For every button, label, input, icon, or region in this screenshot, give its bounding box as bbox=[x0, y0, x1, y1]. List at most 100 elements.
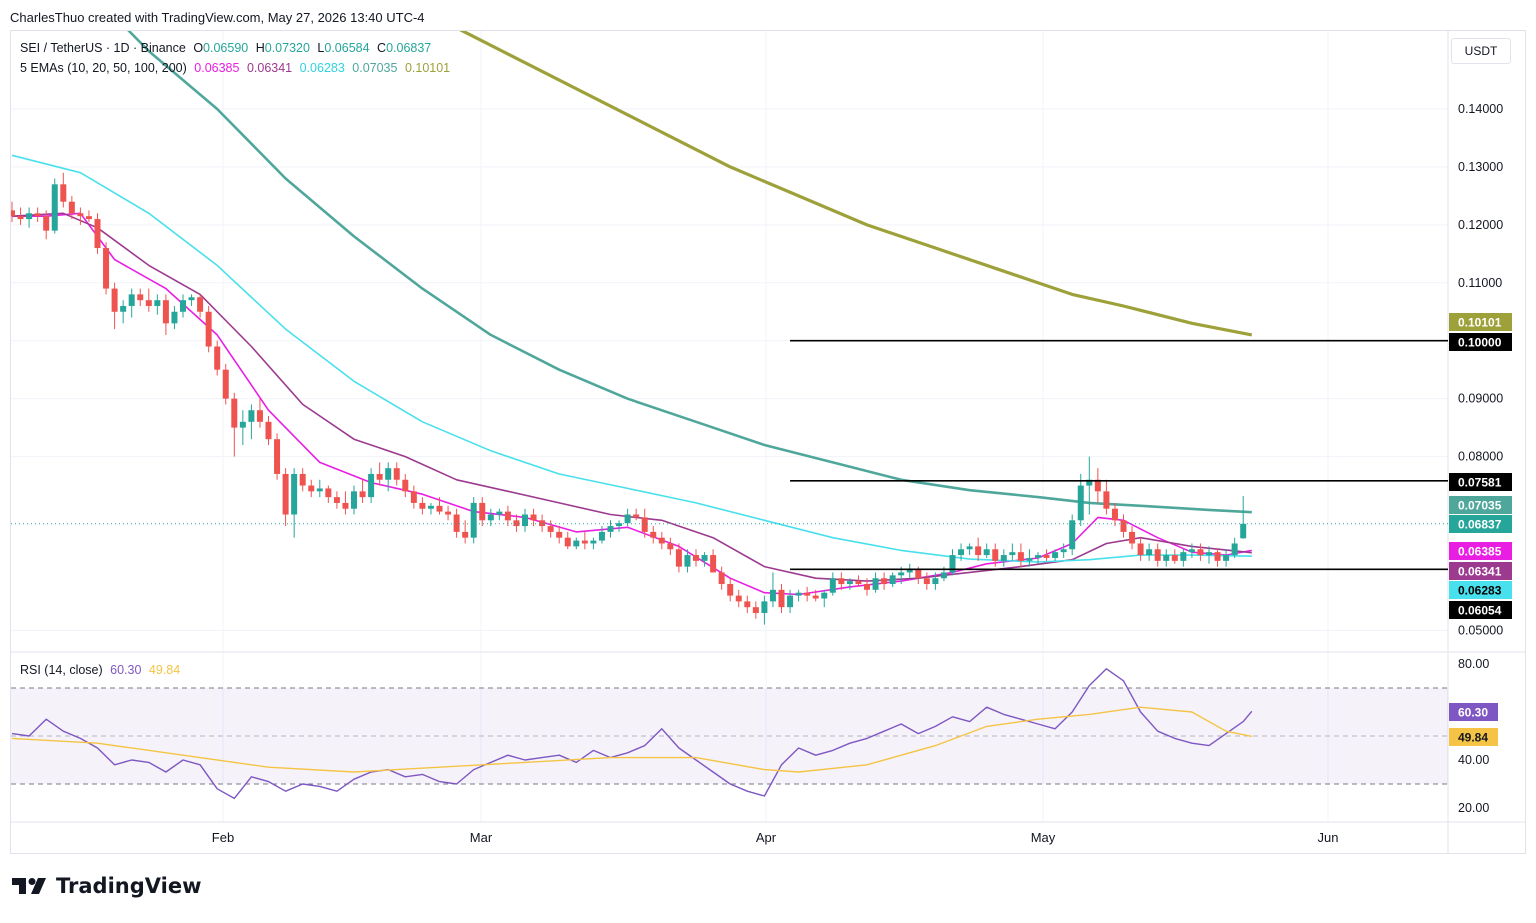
candle-up bbox=[684, 555, 691, 567]
candle-down bbox=[804, 592, 811, 596]
candle-down bbox=[17, 216, 24, 220]
candle-down bbox=[923, 578, 930, 585]
candle-down bbox=[85, 216, 92, 220]
candle-up bbox=[624, 514, 631, 524]
candle-down bbox=[34, 213, 41, 217]
candle-up bbox=[1069, 520, 1076, 550]
price-axis-label: 0.06283 bbox=[1458, 584, 1502, 598]
candle-down bbox=[214, 346, 221, 370]
candle-down bbox=[1137, 543, 1144, 556]
candle-up bbox=[616, 523, 623, 527]
ema50-line bbox=[11, 154, 1252, 563]
candle-down bbox=[436, 505, 443, 512]
candle-down bbox=[94, 219, 101, 249]
rsi-ma-value: 49.84 bbox=[148, 663, 181, 677]
candle-down bbox=[778, 589, 785, 608]
candle-up bbox=[932, 578, 939, 585]
ohlc-high: 0.07320 bbox=[264, 41, 310, 55]
candle-up bbox=[1035, 555, 1041, 558]
symbol-title[interactable]: SEI / TetherUS · 1D · Binance bbox=[20, 41, 186, 55]
candle-up bbox=[1026, 557, 1033, 561]
ema10-line bbox=[12, 212, 1252, 596]
symbol-legend: SEI / TetherUS · 1D · Binance O0.06590 H… bbox=[20, 41, 435, 55]
candle-down bbox=[462, 531, 469, 538]
candle-up bbox=[316, 488, 323, 492]
candle-down bbox=[1171, 555, 1178, 561]
candle-down bbox=[752, 607, 759, 613]
candle-down bbox=[162, 300, 169, 324]
candle-up bbox=[598, 531, 605, 541]
rsi-band-fill bbox=[11, 688, 1448, 784]
rsi-axis-label: 49.84 bbox=[1458, 731, 1488, 745]
candle-up bbox=[1163, 555, 1170, 561]
candle-up bbox=[761, 601, 768, 613]
candle-up bbox=[940, 572, 947, 579]
candle-down bbox=[539, 520, 546, 527]
candle-down bbox=[11, 210, 15, 217]
candle-down bbox=[333, 497, 340, 503]
candle-up bbox=[291, 473, 298, 515]
candle-up bbox=[769, 589, 776, 602]
candle-down bbox=[1094, 479, 1101, 492]
candle-down bbox=[547, 526, 554, 532]
price-axis-label-bg bbox=[1449, 313, 1512, 331]
candle-up bbox=[1206, 552, 1212, 556]
candle-up bbox=[1223, 555, 1230, 561]
ohlc-h-label: H bbox=[255, 41, 265, 55]
price-axis-label: 0.10101 bbox=[1458, 316, 1502, 330]
candle-down bbox=[60, 184, 67, 202]
candle-up bbox=[180, 300, 186, 312]
price-axis-label: 0.06054 bbox=[1458, 604, 1502, 618]
rsi-pane bbox=[11, 668, 1253, 800]
ema20-value: 0.06341 bbox=[246, 61, 293, 75]
candle-down bbox=[1197, 549, 1204, 556]
rsi-tick-label: 20.00 bbox=[1458, 801, 1489, 815]
candle-down bbox=[710, 555, 717, 573]
candle-down bbox=[693, 555, 699, 561]
candle-down bbox=[453, 514, 460, 532]
price-tick-label: 0.09000 bbox=[1458, 392, 1503, 406]
tradingview-wordmark: TradingView bbox=[56, 874, 202, 898]
tradingview-logo[interactable]: TradingView bbox=[12, 874, 201, 898]
price-axis-label-bg bbox=[1449, 473, 1512, 491]
ohlc-close: 0.06837 bbox=[386, 41, 432, 55]
candle-up bbox=[188, 297, 195, 301]
price-axis-label-bg bbox=[1449, 581, 1512, 599]
candle-down bbox=[359, 491, 366, 498]
candle-up bbox=[821, 592, 828, 599]
ohlc-o-label: O bbox=[193, 41, 204, 55]
ema200-value: 0.10101 bbox=[404, 61, 451, 75]
candle-down bbox=[564, 537, 571, 547]
candle-down bbox=[197, 297, 204, 312]
time-axis-label: May bbox=[1031, 830, 1056, 845]
candle-down bbox=[342, 502, 349, 509]
price-axis-label-bg bbox=[1449, 601, 1512, 619]
candle-down bbox=[479, 502, 486, 521]
candle-up bbox=[983, 549, 990, 556]
candle-down bbox=[556, 531, 563, 538]
price-axis-label-bg bbox=[1449, 562, 1512, 580]
ema100-value: 0.07035 bbox=[352, 61, 398, 75]
candle-up bbox=[829, 578, 836, 593]
currency-button[interactable]: USDT bbox=[1451, 38, 1511, 64]
candle-down bbox=[282, 473, 289, 515]
price-axis-label: 0.06385 bbox=[1458, 545, 1502, 559]
candle-down bbox=[1214, 552, 1221, 561]
candle-down bbox=[1017, 552, 1024, 561]
candle-down bbox=[308, 485, 315, 492]
candle-down bbox=[145, 300, 152, 306]
ema-legend-title[interactable]: 5 EMAs (10, 20, 50, 100, 200) bbox=[20, 61, 187, 75]
candle-up bbox=[351, 491, 357, 509]
candle-up bbox=[51, 184, 58, 231]
candle-down bbox=[915, 569, 922, 579]
time-axis-label: Apr bbox=[756, 830, 777, 845]
rsi-legend-title[interactable]: RSI (14, close) bbox=[20, 663, 103, 677]
price-axis-label-bg bbox=[1449, 333, 1512, 351]
candle-up bbox=[1188, 549, 1195, 553]
candle-up bbox=[487, 514, 494, 521]
candle-up bbox=[1000, 555, 1007, 561]
candle-down bbox=[504, 511, 511, 521]
main-pane bbox=[11, 31, 1448, 625]
price-tick-label: 0.13000 bbox=[1458, 160, 1503, 174]
